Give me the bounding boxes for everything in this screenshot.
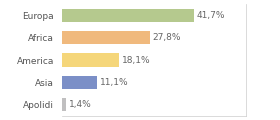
Bar [62, 31, 150, 44]
Text: 18,1%: 18,1% [122, 55, 150, 65]
Text: 1,4%: 1,4% [69, 100, 91, 109]
Bar [62, 53, 119, 67]
Bar [62, 9, 195, 22]
Text: 41,7%: 41,7% [197, 11, 225, 20]
Text: 11,1%: 11,1% [99, 78, 128, 87]
Bar [62, 76, 97, 89]
Text: 27,8%: 27,8% [153, 33, 181, 42]
Bar [62, 98, 66, 111]
